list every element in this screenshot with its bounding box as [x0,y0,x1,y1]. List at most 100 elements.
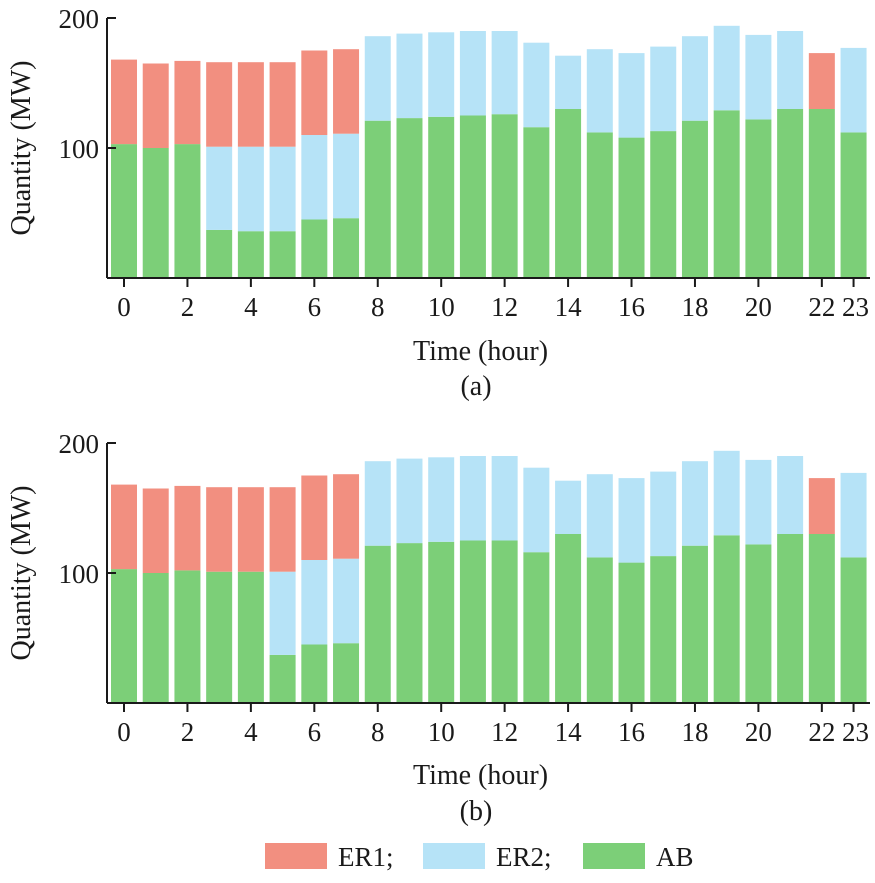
panel-a-bar-er1-h2 [174,60,201,145]
panel-b-bar-er2-h21 [777,456,804,534]
legend: ER1; ER2; AB [265,842,694,872]
panel-b-bar-er2-h10 [428,457,455,542]
panel-a-bar-ab-h20 [745,119,772,279]
panel-a-bar-ab-h7 [333,218,360,278]
panel-b-bar-ab-h20 [745,544,772,703]
panel-b-bar-ab-h4 [237,571,264,703]
panel-b-x-tick-label: 22 [808,717,835,747]
panel-b-bar-ab-h3 [206,571,233,703]
panel-a-bar-er2-h17 [650,46,677,132]
panel-b-bar-er2-h23 [840,472,867,558]
panel-a-y-tick-label: 100 [59,134,100,164]
panel-a-bar-ab-h21 [777,109,804,278]
panel-a-bar-er2-h5 [269,146,296,232]
panel-a-bar-ab-h14 [555,109,582,278]
panel-a-bar-ab-h0 [111,144,137,278]
panel-a-bar-er1-h6 [301,50,328,135]
panel-b-bar-ab-h2 [174,570,201,703]
panel-b-bar-er1-h4 [237,487,264,572]
panel-b-bar-er2-h19 [713,450,740,536]
panel-b-bar-ab-h1 [142,573,169,703]
panel-b-bar-er1-h7 [333,474,360,559]
panel-b-x-tick-label: 2 [181,717,195,747]
panel-b-bar-er2-h13 [523,467,550,553]
panel-b-bar-ab-h6 [301,644,328,703]
panel-b-x-axis-title: Time (hour) [413,760,548,791]
panel-b-bar-ab-h21 [777,534,804,703]
panel-b-bar-er1-h1 [142,488,169,573]
panel-a-x-tick-label: 18 [681,292,708,322]
panel-b-x-tick-label: 23 [842,717,869,747]
panel-a-bar-ab-h16 [618,137,645,278]
panel-a-bar-ab-h11 [459,115,486,278]
panel-a-bar-er2-h14 [555,55,582,109]
panel-a-x-tick-label: 22 [808,292,835,322]
panel-b-bar-ab-h5 [269,654,296,703]
legend-swatch-ab [583,843,645,869]
panel-b-bar-ab-h12 [491,540,518,703]
panel-b-bar-ab-h22 [808,534,835,703]
panel-a-bar-ab-h13 [523,127,550,278]
panel-a-bar-er2-h23 [840,47,867,133]
panel-a-x-tick-label: 2 [181,292,195,322]
panel-b-bar-er2-h20 [745,459,772,545]
panel-b-x-tick-label: 8 [371,717,385,747]
panel-a-y-tick-label: 200 [59,4,100,34]
panel-a-x-tick-label: 4 [244,292,258,322]
panel-a-bar-er2-h13 [523,42,550,128]
panel-a-bar-er2-h12 [491,31,518,115]
panel-a-bar-ab-h10 [428,116,455,278]
panel-a-x-tick-label: 16 [618,292,645,322]
panel-b-bar-er1-h3 [206,487,233,572]
panel-a-bar-ab-h23 [840,132,867,278]
panel-a-bar-er2-h21 [777,31,804,109]
panel-b-bar-er1-h22 [808,478,835,534]
panel-b-bar-ab-h7 [333,643,360,703]
panel-a-bar-ab-h9 [396,118,423,278]
panel-b-y-tick-label: 100 [59,559,100,589]
panel-b-bar-ab-h14 [555,534,582,703]
panel-a-bar-er2-h10 [428,32,455,117]
panel-b-bar-er2-h9 [396,458,423,544]
panel-a-bar-ab-h5 [269,231,296,278]
panel-b-bar-er1-h2 [174,485,201,571]
panel-b-bar-ab-h0 [111,569,137,703]
panel-a-bar-ab-h15 [586,132,613,278]
chart-panel-a: 100 200 0 2 4 6 8 10 12 14 16 18 20 22 23 Time (hour) Qu… [6,4,870,402]
panel-b-bar-er2-h17 [650,471,677,557]
panel-b-bar-er2-h15 [586,474,613,558]
panel-b-x-tick-label: 18 [681,717,708,747]
panel-b-bar-er2-h16 [618,478,645,563]
panel-a-bar-er1-h3 [206,62,233,147]
legend-label-er2: ER2; [496,842,552,872]
panel-a-bar-er2-h19 [713,25,740,111]
panel-a-bar-er1-h4 [237,62,264,147]
panel-a-bar-ab-h4 [237,231,264,278]
legend-swatch-er1 [265,843,327,869]
panel-a-bar-er2-h18 [681,36,708,121]
panel-a-bar-ab-h18 [681,120,708,278]
panel-a-bar-er1-h5 [269,62,296,147]
panel-a-bar-er2-h11 [459,31,486,116]
panel-b-bar-er2-h8 [364,461,391,546]
legend-swatch-er2 [423,843,485,869]
panel-b-bar-ab-h19 [713,535,740,703]
panel-a-x-tick-label: 6 [308,292,322,322]
panel-a-bar-ab-h3 [206,229,233,278]
panel-b-x-tick-label: 14 [555,717,583,747]
panel-b-bar-er1-h5 [269,487,296,572]
panel-a-bar-er2-h16 [618,53,645,138]
panel-b-x-tick-label: 10 [428,717,455,747]
chart-panel-b: 100 200 0 2 4 6 8 10 12 14 16 18 20 22 23 Time (hour) Qu… [6,429,870,827]
panel-b-bar-ab-h10 [428,541,455,703]
panel-b-x-tick-label: 0 [117,717,131,747]
panel-a-bar-ab-h19 [713,110,740,278]
panel-a-bar-er2-h7 [333,133,360,219]
panel-a-y-axis-title: Quantity (MW) [6,61,37,236]
panel-b-bar-er1-h6 [301,475,328,560]
panel-b-bar-ab-h15 [586,557,613,703]
panel-b-bar-er2-h14 [555,480,582,534]
panel-a-x-tick-label: 10 [428,292,455,322]
panel-a-bar-er1-h22 [808,53,835,109]
